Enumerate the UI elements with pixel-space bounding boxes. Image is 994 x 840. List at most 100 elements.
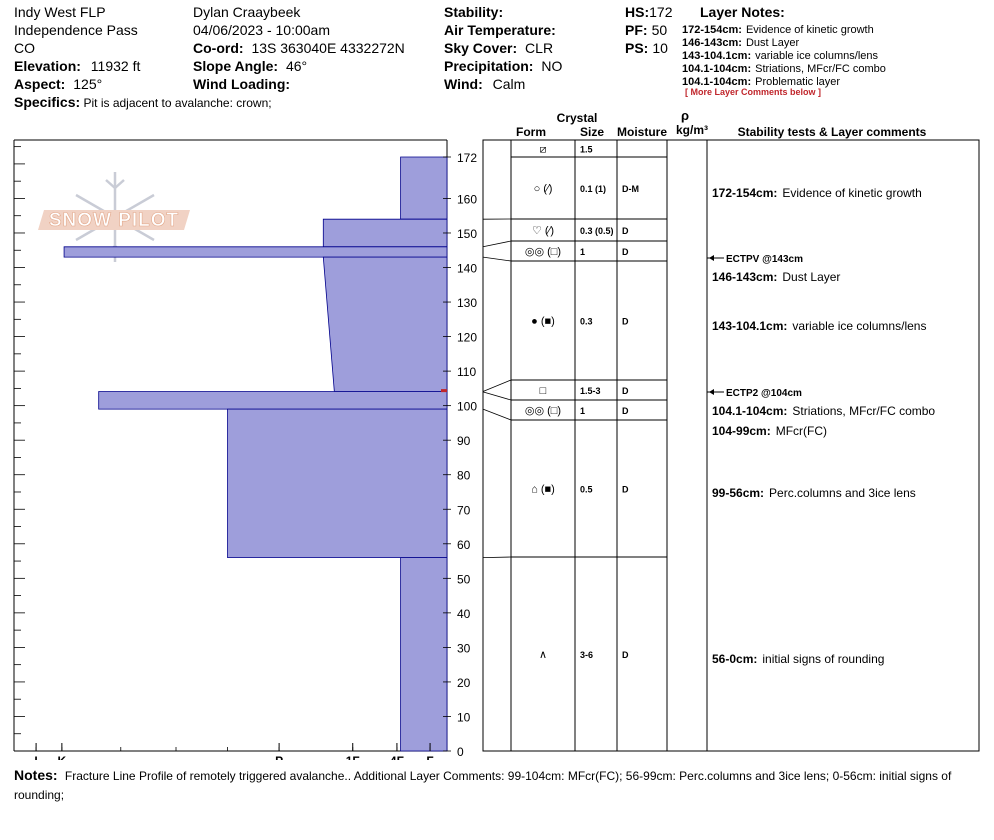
layer-comment: 146-143cm: Dust Layer [712, 270, 840, 284]
layer-note-range: 104.1-104cm: [682, 76, 752, 88]
logo-banner [38, 210, 190, 230]
crystal-size: 1 [580, 406, 585, 416]
test-arrow-head [709, 389, 714, 395]
moisture-value: D [622, 226, 629, 236]
crystal-form-symbol: ∧ [539, 649, 547, 661]
layer-comment-range: 146-143cm: [712, 270, 777, 284]
layer-comment-range: 104.1-104cm: [712, 404, 787, 418]
specifics: Specifics: Pit is adjacent to avalanche:… [14, 94, 272, 110]
layer-comment-text: Dust Layer [782, 270, 840, 284]
depth-connector [482, 256, 512, 262]
hs-label: HS: [625, 4, 650, 20]
air-temp-label: Air Temperature: [444, 22, 556, 38]
stability-label: Stability: [444, 4, 504, 20]
layer-note-text: Dust Layer [745, 37, 800, 49]
more-layer-comments-link[interactable]: [ More Layer Comments below ] [685, 87, 822, 97]
wind-loading: Wind Loading: [193, 76, 290, 92]
elevation: Elevation: 11932 ft [14, 58, 140, 74]
layer-comment: 104-99cm: MFcr(FC) [712, 424, 827, 438]
snow-profile-chart: SNOW PILOT 0 10 20 30 40 50 60 70 80 90 100 110 120 1… [13, 108, 980, 760]
aspect-value: 125° [73, 76, 103, 92]
hardness-layer [400, 557, 448, 752]
layer-note-range: 172-154cm: [682, 24, 742, 36]
test-failure-marker [441, 389, 447, 393]
layer-comment-range: 143-104.1cm: [712, 319, 787, 333]
y-tick-label: 130 [457, 296, 477, 310]
crystal-form-symbol: ♡ (⁄) [532, 225, 554, 237]
layer-note-item: 172-154cm: Evidence of kinetic growth [682, 24, 886, 37]
moisture-value: D [622, 386, 629, 396]
layer-notes-list: 172-154cm: Evidence of kinetic growth 146-… [682, 24, 886, 89]
hardness-layer [322, 218, 448, 248]
elevation-value: 11932 ft [90, 58, 141, 74]
pit-ps: PS: 10 [625, 40, 668, 56]
y-tick-label: 160 [457, 192, 477, 206]
notes-text: Fracture Line Profile of remotely trigge… [14, 769, 952, 802]
moisture-value: D [622, 650, 629, 660]
layer-comment-range: 104-99cm: [712, 424, 771, 438]
hardness-layer [63, 246, 448, 258]
moisture-value: D [622, 317, 629, 327]
layer-comment: 99-56cm: Perc.columns and 3ice lens [712, 486, 916, 500]
crystal-size: 0.1 (1) [580, 184, 606, 194]
wind-value: Calm [492, 76, 526, 92]
table-frame [482, 139, 980, 752]
table-header-rho: ρ [681, 108, 689, 123]
ps-label: PS: [625, 40, 649, 56]
sky-label: Sky Cover: [444, 40, 518, 56]
layer-note-item: 104.1-104cm: Striations, MFcr/FC combo [682, 63, 886, 76]
logo-text: SNOW PILOT [49, 210, 179, 231]
layer-comment: 143-104.1cm: variable ice columns/lens [712, 319, 926, 333]
layer-comment-range: 172-154cm: [712, 186, 777, 200]
crystal-size: 0.5 [580, 485, 593, 495]
crystal-size: 3-6 [580, 650, 593, 660]
x-tick-label: F [426, 754, 433, 760]
layer-notes-title: Layer Notes: [700, 4, 785, 20]
hardness-layer [98, 391, 448, 410]
y-tick-label: 10 [457, 710, 471, 724]
slope-value: 46° [285, 58, 308, 74]
coord-label: Co-ord: [193, 40, 244, 56]
stability-test-label: ECTPV @143cm [726, 254, 803, 265]
notes-label: Notes: [14, 767, 58, 783]
crystal-form-symbol: ● (■) [531, 316, 555, 328]
layer-note-range: 143-104.1cm: [682, 50, 752, 62]
crystal-form-symbol: □ [540, 385, 547, 397]
y-tick-label: 20 [457, 676, 471, 690]
slope-label: Slope Angle: [193, 58, 279, 74]
test-arrow-head [709, 255, 714, 261]
layer-comment: 104.1-104cm: Striations, MFcr/FC combo [712, 404, 935, 418]
moisture-value: D [622, 406, 629, 416]
crystal-form-symbol: ⧄ [540, 144, 547, 156]
x-tick-label: 1F [346, 754, 360, 760]
depth-connector [482, 556, 512, 559]
specifics-value: Pit is adjacent to avalanche: crown; [83, 96, 272, 110]
layer-comment-text: Evidence of kinetic growth [782, 186, 921, 200]
crystal-size: 1.5-3 [580, 386, 601, 396]
layer-comment-text: Perc.columns and 3ice lens [769, 486, 916, 500]
ps-value: 10 [652, 40, 668, 56]
layer-note-text: variable ice columns/lens [755, 50, 878, 62]
snow-pilot-logo: SNOW PILOT [38, 172, 190, 262]
y-tick-label: 100 [457, 400, 477, 414]
depth-connector [482, 391, 512, 401]
layer-comment: 56-0cm: initial signs of rounding [712, 652, 884, 666]
layer-comment-range: 56-0cm: [712, 652, 757, 666]
layer-comment: 172-154cm: Evidence of kinetic growth [712, 186, 922, 200]
aspect-label: Aspect: [14, 76, 66, 92]
site-name: Indy West FLP [14, 4, 106, 20]
x-tick-label: I [34, 754, 37, 760]
precip-label: Precipitation: [444, 58, 534, 74]
moisture-value: D [622, 485, 629, 495]
layer-table: Crystal Form Size Moisture ρkg/m³ Stability t… [482, 108, 980, 752]
hardness-layer [227, 408, 448, 559]
y-tick-label: 90 [457, 434, 471, 448]
layer-note-text: Evidence of kinetic growth [745, 24, 874, 36]
layer-note-item: 143-104.1cm: variable ice columns/lens [682, 50, 886, 63]
pit-pf: PF: 50 [625, 22, 667, 38]
layer-note-text: Striations, MFcr/FC combo [755, 63, 886, 75]
crystal-form-symbol: ○ (⁄) [534, 183, 553, 195]
pf-label: PF: [625, 22, 648, 38]
wind-loading-label: Wind Loading: [193, 76, 291, 92]
notes: Notes: Fracture Line Profile of remotely… [14, 766, 974, 805]
